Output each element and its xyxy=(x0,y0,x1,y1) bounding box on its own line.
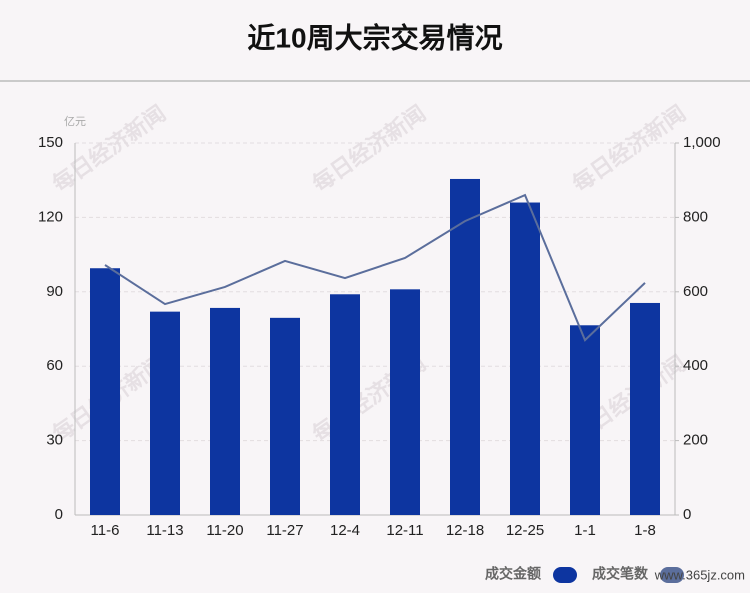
x-tick-label: 12-4 xyxy=(330,522,360,539)
y-tick-label: 60 xyxy=(46,357,63,374)
y2-tick-label: 600 xyxy=(683,283,708,300)
x-tick-label: 1-1 xyxy=(574,522,596,539)
y2-tick-label: 800 xyxy=(683,208,708,225)
y-unit: 亿元 xyxy=(64,115,86,128)
bar xyxy=(330,294,360,515)
y-tick-label: 120 xyxy=(38,208,63,225)
legend-swatch xyxy=(553,567,577,583)
bar xyxy=(390,289,420,515)
x-tick-label: 11-20 xyxy=(206,522,243,539)
bar xyxy=(270,317,300,515)
x-tick-label: 11-6 xyxy=(91,522,120,539)
legend-swatch xyxy=(660,567,684,583)
bar xyxy=(450,178,480,515)
y-tick-label: 90 xyxy=(46,283,63,300)
y2-tick-label: 200 xyxy=(683,432,708,449)
x-tick-label: 12-18 xyxy=(446,522,484,539)
bar xyxy=(570,325,600,515)
y2-tick-label: 1,000 xyxy=(683,134,721,151)
chart-title: 近10周大宗交易情况 xyxy=(247,21,502,53)
y2-tick-label: 400 xyxy=(683,357,708,374)
x-tick-label: 12-11 xyxy=(386,522,423,539)
y2-tick-label: 0 xyxy=(683,506,691,523)
bar xyxy=(210,307,240,515)
y-tick-label: 150 xyxy=(38,134,63,151)
bar xyxy=(630,302,660,515)
x-tick-label: 1-8 xyxy=(634,522,656,539)
y-tick-label: 0 xyxy=(55,506,63,523)
bar xyxy=(90,268,120,515)
x-tick-label: 11-13 xyxy=(146,522,183,539)
site-watermark: www.365jz.com xyxy=(654,567,745,582)
y-tick-label: 30 xyxy=(46,432,63,449)
line xyxy=(104,193,646,342)
bar xyxy=(510,202,540,515)
legend-label: 成交金额 xyxy=(485,566,541,582)
legend-label: 成交笔数 xyxy=(592,566,649,582)
x-tick-label: 11-27 xyxy=(266,522,303,539)
bar xyxy=(150,311,180,515)
x-tick-label: 12-25 xyxy=(506,522,544,539)
